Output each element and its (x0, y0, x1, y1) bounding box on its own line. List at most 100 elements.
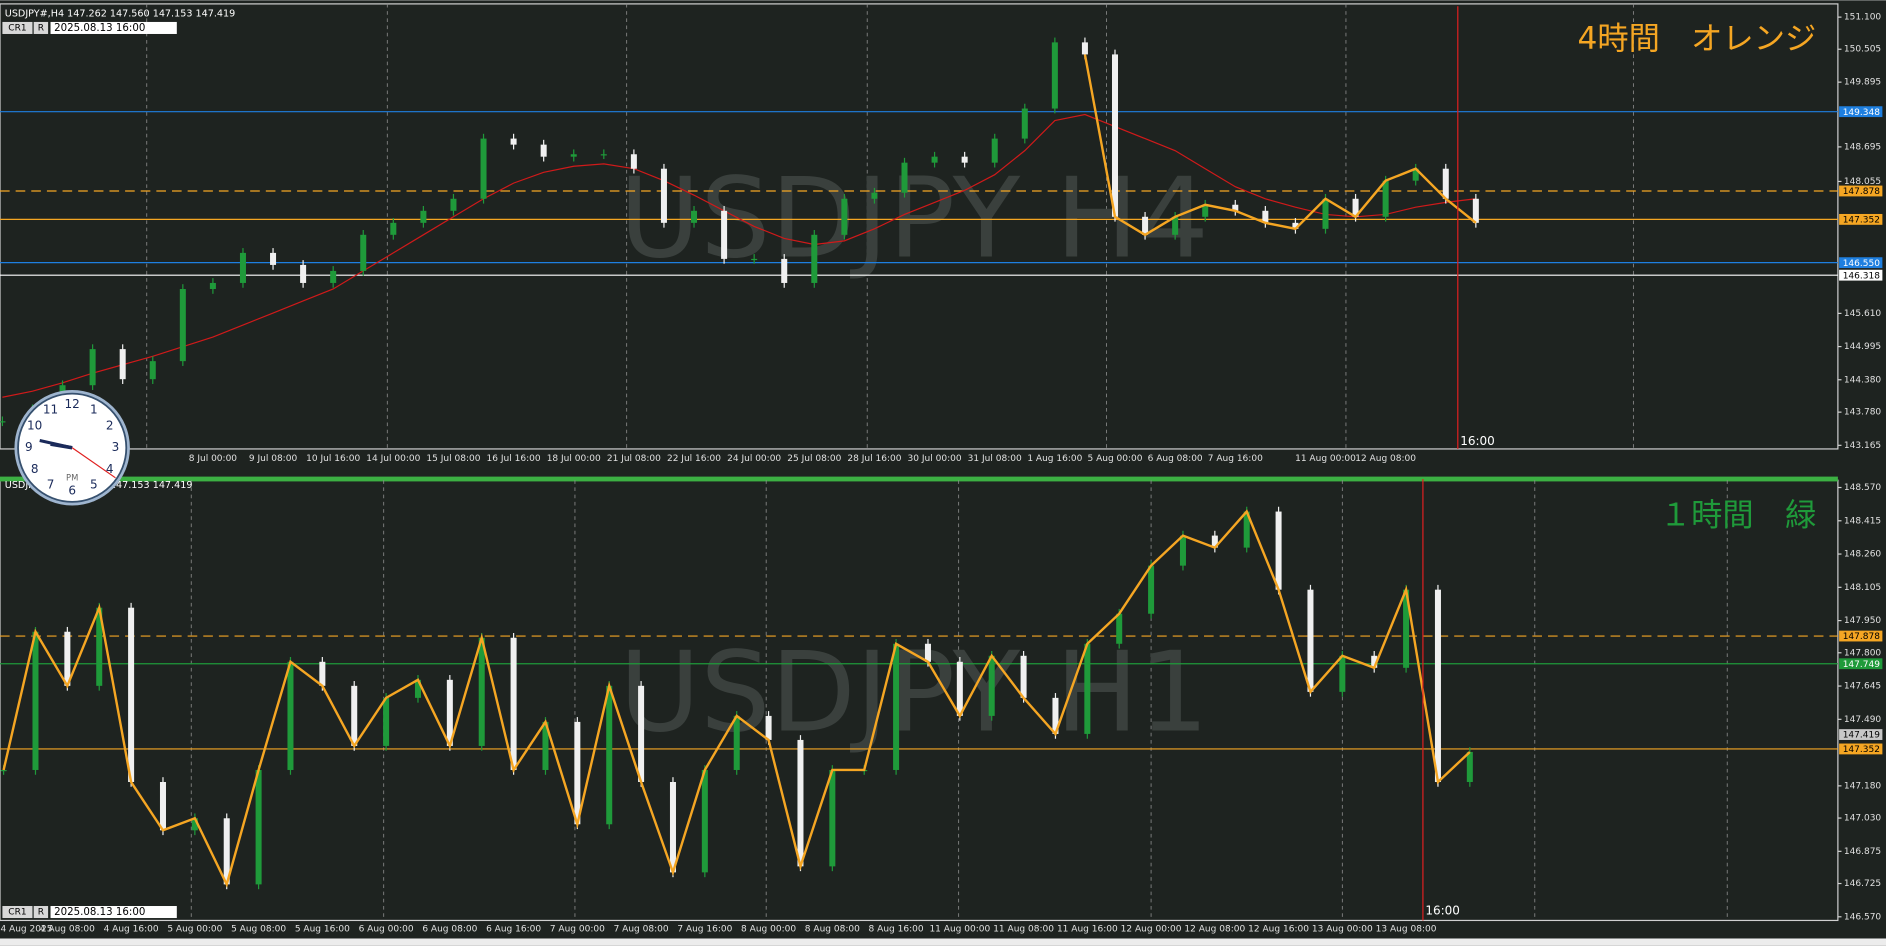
x-tick-label: 25 Jul 08:00 (787, 454, 841, 464)
candle (871, 192, 878, 199)
price-marker (1839, 729, 1883, 740)
candle (988, 655, 995, 716)
price-marker-label: 147.352 (1843, 745, 1880, 755)
y-tick-label: 147.950 (1844, 616, 1882, 626)
date-box (50, 906, 177, 919)
candle (510, 637, 517, 770)
x-tick-label: 5 Aug 00:00 (1087, 454, 1142, 464)
clock-hand (71, 447, 116, 479)
badge-box (2, 21, 33, 34)
candle (1021, 108, 1028, 139)
x-tick-label: 11 Aug 16:00 (1057, 924, 1118, 934)
badge: CR1 (8, 23, 26, 33)
candle (721, 210, 728, 259)
x-tick-label: 6 Aug 00:00 (359, 924, 414, 934)
candle (1403, 589, 1410, 668)
clock-number: 11 (43, 403, 58, 417)
x-tick-label: 9 Jul 08:00 (249, 454, 298, 464)
zigzag-line (2, 509, 1471, 888)
x-tick-label: 7 Aug 16:00 (677, 924, 732, 934)
candle (606, 685, 613, 825)
x-tick-label: 7 Aug 08:00 (614, 924, 669, 934)
candle (191, 818, 198, 831)
candle (931, 156, 938, 163)
candle (893, 643, 900, 770)
candle (961, 156, 968, 163)
candle (0, 421, 6, 423)
clock-number: 1 (90, 403, 98, 417)
clock-number: 8 (31, 462, 39, 476)
y-tick-label: 146.570 (1844, 912, 1882, 922)
candle (330, 270, 337, 283)
date-box (50, 21, 177, 34)
candle (1084, 643, 1091, 734)
candle (691, 210, 698, 223)
clock-period: PM (66, 472, 78, 482)
candle (733, 715, 740, 770)
clock-hand (50, 442, 73, 450)
x-tick-label: 24 Jul 00:00 (727, 454, 781, 464)
x-tick-label: 7 Aug 16:00 (1208, 454, 1263, 464)
x-tick-label: 5 Aug 00:00 (167, 924, 222, 934)
candle (1434, 589, 1441, 783)
candle (956, 661, 963, 716)
time-cursor-label: 16:00 (1460, 434, 1495, 448)
candle (1202, 204, 1209, 217)
x-tick-label: 30 Jul 00:00 (908, 454, 962, 464)
price-marker (1839, 257, 1883, 269)
candle (159, 782, 166, 831)
candle (414, 679, 421, 698)
candle (478, 637, 485, 746)
candle (319, 661, 326, 686)
candle (420, 210, 427, 223)
price-marker-label: 147.419 (1843, 731, 1881, 741)
clock-number: 7 (47, 478, 55, 492)
price-marker-label: 147.352 (1843, 215, 1880, 225)
candle (360, 234, 367, 271)
candle (542, 721, 549, 770)
price-marker (1839, 269, 1883, 281)
y-tick-label: 146.725 (1844, 879, 1881, 889)
y-tick-label: 148.105 (1844, 583, 1881, 593)
candle (128, 607, 135, 783)
candle (270, 252, 277, 265)
timeframe-label: １時間 緑 (1660, 497, 1816, 533)
candle (1292, 222, 1299, 229)
x-tick-label: 7 Aug 00:00 (550, 924, 605, 934)
y-tick-label: 144.995 (1844, 342, 1881, 352)
candle (480, 138, 487, 199)
candle (149, 361, 156, 380)
x-tick-label: 4 Aug 08:00 (40, 924, 95, 934)
candle (1052, 697, 1059, 734)
y-tick-label: 145.610 (1844, 309, 1882, 319)
x-tick-label: 11 Aug 00:00 (1295, 454, 1356, 464)
candle (841, 198, 848, 235)
x-tick-label: 8 Jul 00:00 (189, 454, 238, 464)
candle (924, 643, 931, 662)
candle (239, 252, 246, 283)
y-tick-label: 150.505 (1844, 45, 1881, 55)
panel-indicator-bar (0, 476, 1838, 482)
clock-number: 10 (27, 419, 42, 433)
x-tick-label: 12 Aug 08:00 (1355, 454, 1416, 464)
candle (638, 685, 645, 783)
candle (991, 138, 998, 163)
candle (0, 769, 7, 772)
price-marker-label: 146.318 (1843, 271, 1881, 281)
candle (1339, 655, 1346, 692)
x-tick-label: 12 Aug 00:00 (1121, 924, 1182, 934)
chart-header: USDJPY#,H4 147.262 147.560 147.153 147.4… (5, 9, 235, 20)
candle (1243, 511, 1250, 548)
y-tick-label: 148.570 (1844, 483, 1882, 493)
candle (1412, 168, 1419, 181)
plot-area (0, 3, 1839, 450)
candle (540, 144, 547, 157)
price-marker-label: 146.550 (1843, 259, 1881, 269)
candle (300, 264, 307, 283)
x-tick-label: 18 Jul 00:00 (547, 454, 601, 464)
candle (1307, 589, 1314, 692)
candle (797, 739, 804, 867)
candle (669, 782, 676, 873)
candle (287, 661, 294, 770)
